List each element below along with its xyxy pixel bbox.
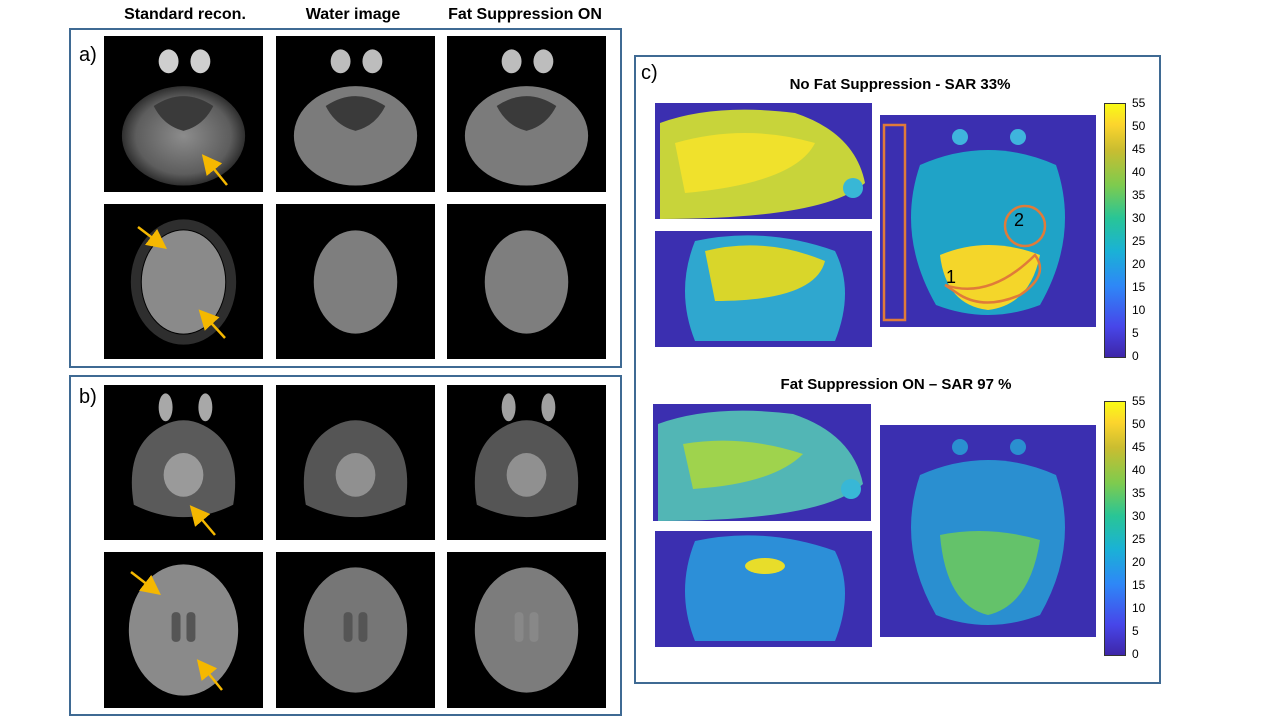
- colorbar-top: [1104, 103, 1126, 358]
- sar-map-axial-top: [880, 115, 1096, 327]
- mri-a-row2-water: [276, 204, 435, 359]
- colorbar-top-ticks: 55 50 45 40 35 30 25 20 15 10 5 0: [1132, 96, 1146, 363]
- column-header-fat-suppression-on: Fat Suppression ON: [448, 6, 602, 23]
- colorbar-bottom: [1104, 401, 1126, 656]
- mri-b-row2-standard: [104, 552, 263, 708]
- column-header-standard-recon: Standard recon.: [124, 6, 246, 23]
- panel-a-label: a): [79, 44, 97, 66]
- map-title-fat-suppression-on: Fat Suppression ON – SAR 97 %: [780, 376, 1012, 393]
- sar-map-axial-bottom: [880, 425, 1096, 637]
- mri-b-row1-water: [276, 385, 435, 540]
- colorbar-bottom-ticks: 55 50 45 40 35 30 25 20 15 10 5 0: [1132, 394, 1146, 661]
- sar-map-sagittal-top: [655, 103, 872, 219]
- mri-b-row1-fatsup: [447, 385, 606, 540]
- sar-map-coronal-bottom: [655, 531, 872, 647]
- map-title-no-fat-suppression: No Fat Suppression - SAR 33%: [789, 76, 1011, 93]
- sar-map-coronal-top: [655, 231, 872, 347]
- roi-label-2: 2: [1014, 210, 1025, 230]
- mri-a-row1-water: [276, 36, 435, 192]
- panel-c-label: c): [641, 62, 658, 84]
- mri-a-row2-standard: [104, 204, 263, 359]
- panel-b-label: b): [79, 386, 97, 408]
- panel-c: [634, 55, 1161, 684]
- mri-a-row2-fatsup: [447, 204, 606, 359]
- mri-b-row2-water: [276, 552, 435, 708]
- panel-a: [69, 28, 622, 368]
- panel-b: [69, 375, 622, 716]
- mri-a-row1-fatsup: [447, 36, 606, 192]
- roi-label-1: 1: [946, 267, 957, 287]
- mri-b-row2-fatsup: [447, 552, 606, 708]
- mri-a-row1-standard: [104, 36, 263, 192]
- mri-b-row1-standard: [104, 385, 263, 540]
- column-header-water-image: Water image: [305, 6, 401, 23]
- sar-map-sagittal-bottom: [653, 404, 871, 521]
